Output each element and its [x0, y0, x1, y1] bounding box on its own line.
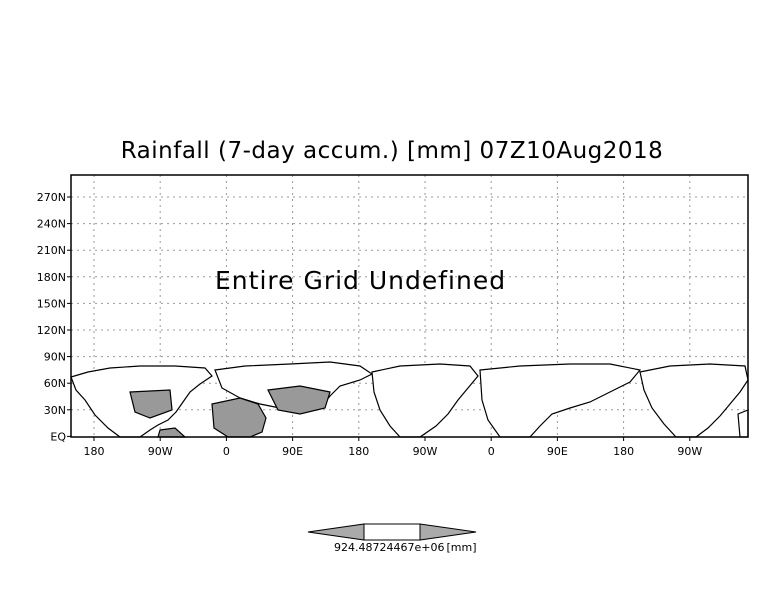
eurasia-2: [479, 363, 642, 438]
y-tick-label: 30N: [44, 404, 66, 417]
asia-shaded-1: [267, 385, 331, 415]
east-edge-land: [737, 409, 749, 438]
colorbar-label: 924.48724467e+06 [mm]: [334, 541, 476, 554]
colorbar: [307, 523, 477, 541]
x-tick-label: 0: [488, 445, 495, 458]
map-title: Rainfall (7-day accum.) [mm] 07Z10Aug201…: [120, 138, 664, 164]
x-tick-label: 90E: [282, 445, 303, 458]
x-tick-label: 180: [613, 445, 634, 458]
colorbar-value: 924.48724467e+06: [334, 541, 445, 554]
colorbar-right-arrow: [419, 523, 477, 541]
us-shaded-1: [129, 389, 173, 419]
y-tick-label: 240N: [37, 218, 66, 231]
north-america-3: [639, 363, 749, 438]
x-tick-label: 90E: [547, 445, 568, 458]
axis-ticks: 270N 240N 210N 180N 150N 120N 90N 60N 30N EQ 180 90…: [37, 191, 703, 458]
africa-shaded-1: [211, 397, 267, 438]
x-tick-label: 180: [348, 445, 369, 458]
y-tick-label: 210N: [37, 244, 66, 257]
y-tick-label: 120N: [37, 324, 66, 337]
undefined-annotation: Entire Grid Undefined: [215, 266, 506, 295]
colorbar-center-box: [363, 523, 421, 541]
y-tick-label: EQ: [50, 430, 66, 443]
y-tick-label: 150N: [37, 297, 66, 310]
land-masses: [70, 361, 749, 438]
x-tick-label: 180: [84, 445, 105, 458]
map-frame: [70, 174, 749, 438]
colorbar-left-arrow: [307, 523, 365, 541]
colorbar-unit: [mm]: [446, 541, 477, 554]
x-tick-label: 90W: [677, 445, 702, 458]
north-america-2: [371, 363, 479, 438]
south-america-tip-1: [157, 427, 187, 438]
x-tick-label: 0: [223, 445, 230, 458]
x-tick-label: 90W: [413, 445, 438, 458]
y-tick-label: 60N: [44, 377, 66, 390]
y-tick-label: 90N: [44, 351, 66, 364]
y-tick-label: 270N: [37, 191, 66, 204]
gridlines: [71, 175, 748, 437]
y-tick-label: 180N: [37, 271, 66, 284]
x-tick-label: 90W: [148, 445, 173, 458]
